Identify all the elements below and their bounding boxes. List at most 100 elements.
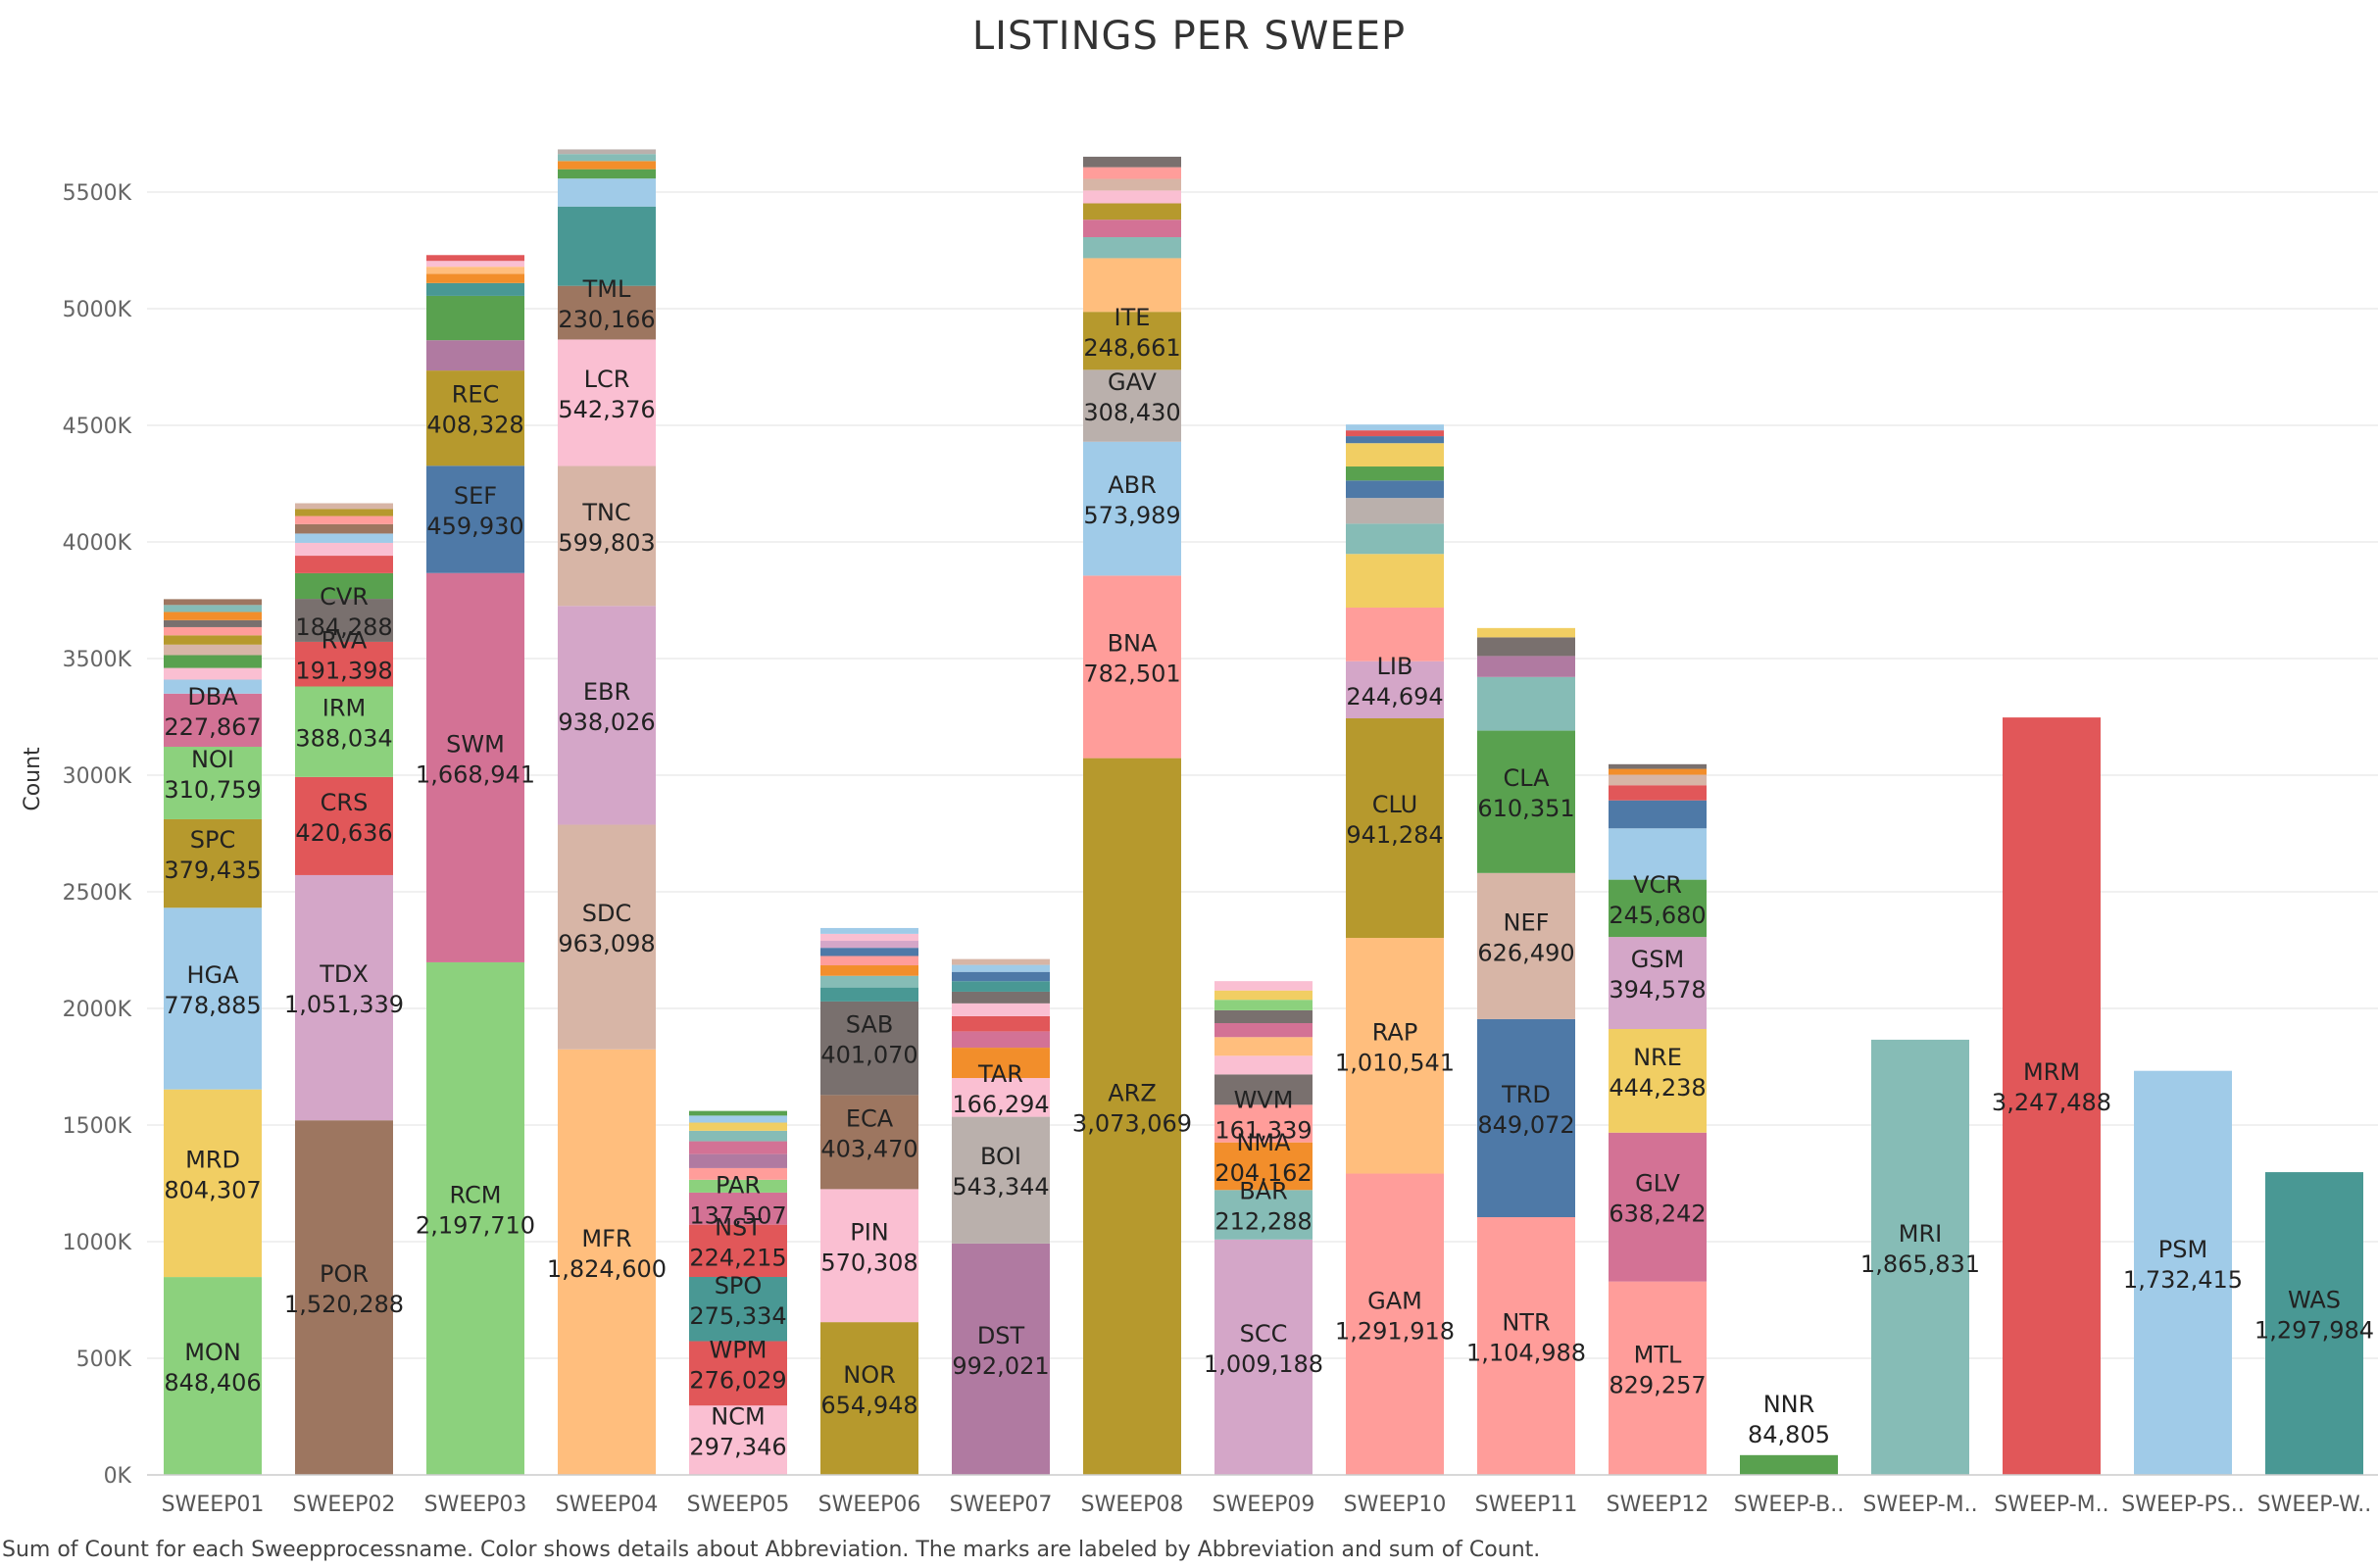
segment-value-label: 626,490 (1477, 939, 1574, 966)
segment-label: POR (320, 1260, 369, 1288)
y-tick-label: 5000K (63, 298, 132, 322)
bar-segment (689, 1192, 787, 1225)
bar-segment (1346, 523, 1444, 555)
bar-segment (1214, 1037, 1313, 1056)
bar-segment (558, 285, 656, 340)
segment-value-label: 245,680 (1609, 902, 1706, 929)
bar-segment (689, 1341, 787, 1406)
segment-value-label: 1,104,988 (1466, 1340, 1586, 1367)
bar-segment (426, 261, 524, 268)
bar-segment (295, 542, 393, 557)
bar-segment (1346, 436, 1444, 444)
bar-segment (164, 818, 262, 908)
bar-segment (426, 572, 524, 962)
bar-segment (295, 686, 393, 777)
segment-label: RVA (322, 627, 368, 655)
segment-value-label: 204,162 (1214, 1159, 1312, 1187)
bar-segment (1871, 1039, 1969, 1475)
x-tick-label: SWEEP10 (1344, 1493, 1447, 1517)
bar-segment (689, 1167, 787, 1180)
y-tick-label: 3000K (63, 764, 132, 789)
segment-value-label: 184,288 (295, 613, 392, 641)
segment-label: SPO (715, 1272, 763, 1299)
segment-label: GSM (1631, 946, 1685, 973)
bar-segment (164, 667, 262, 680)
segment-value-label: 992,021 (952, 1352, 1049, 1380)
segment-label: RAP (1372, 1018, 1418, 1046)
bar-segment (689, 1110, 787, 1116)
segment-label: TAR (977, 1060, 1023, 1088)
bar-segment (1083, 203, 1181, 220)
segment-label: WPM (710, 1336, 768, 1363)
bar-segment (1477, 1018, 1575, 1218)
segment-label: TDX (319, 960, 369, 988)
bar-segment (558, 339, 656, 466)
bar-segment (164, 1277, 262, 1475)
bar-segment (558, 149, 656, 155)
segment-label: DBA (187, 683, 238, 710)
segment-label: BOI (980, 1143, 1021, 1170)
bar-segment (426, 961, 524, 1475)
segment-value-label: 804,307 (164, 1176, 261, 1203)
segment-label: ITE (1115, 304, 1151, 331)
bar-segment (164, 605, 262, 612)
bar-segment (426, 273, 524, 283)
bar-segment (1609, 763, 1707, 769)
bar-segment (1214, 1022, 1313, 1038)
bar-segment (1214, 981, 1313, 991)
segment-label: REC (452, 381, 500, 409)
bar-segment (1083, 369, 1181, 442)
x-tick-label: SWEEP09 (1213, 1493, 1315, 1517)
segment-value-label: 394,578 (1609, 976, 1706, 1004)
bar-segment (952, 1048, 1050, 1079)
bar-segment (820, 1189, 918, 1323)
segment-label: CLA (1503, 764, 1550, 792)
segment-label: BNA (1108, 629, 1158, 657)
bar-segment (164, 612, 262, 620)
segment-label: NOR (843, 1361, 896, 1389)
segment-label: ECA (846, 1104, 894, 1132)
segment-label: SDC (582, 900, 631, 927)
segment-value-label: 379,435 (164, 857, 261, 884)
bar-segment (1346, 717, 1444, 939)
x-tick-label: SWEEP-M.. (1862, 1493, 1977, 1517)
segment-label: NCM (711, 1403, 765, 1431)
bar-segment (689, 1277, 787, 1342)
segment-value-label: 782,501 (1083, 660, 1180, 687)
segment-label: NNR (1763, 1391, 1815, 1418)
segment-label: GAV (1108, 368, 1157, 396)
segment-value-label: 1,865,831 (1860, 1250, 1980, 1278)
bar-segment (1214, 990, 1313, 1001)
bar-segment (426, 255, 524, 262)
segment-value-label: 1,824,600 (547, 1255, 667, 1283)
bar-segment (558, 154, 656, 162)
bar-segment (558, 178, 656, 207)
bar-segment (2003, 717, 2101, 1475)
bar-segment (1609, 1029, 1707, 1133)
bar-segment (426, 295, 524, 341)
segment-value-label: 963,098 (558, 930, 655, 957)
segment-label: NRE (1633, 1044, 1682, 1071)
bar-segment (1083, 441, 1181, 576)
bar-segment (1609, 800, 1707, 829)
bar-segment (1214, 1074, 1313, 1105)
segment-label: LIB (1377, 653, 1413, 680)
bar-segment (1477, 872, 1575, 1019)
segment-label: HGA (186, 961, 239, 989)
bar-segment (1083, 575, 1181, 759)
segment-value-label: 166,294 (952, 1091, 1049, 1118)
segment-value-label: 230,166 (558, 306, 655, 333)
x-tick-label: SWEEP-M.. (1994, 1493, 2108, 1517)
bar-segment (164, 619, 262, 627)
bar-segment (1083, 190, 1181, 204)
bar-segment (1609, 768, 1707, 775)
x-tick-label: SWEEP06 (818, 1493, 921, 1517)
bar-segment (820, 1095, 918, 1190)
segment-label: NTR (1502, 1309, 1550, 1337)
bar-segment (1609, 879, 1707, 938)
bar-segment (689, 1122, 787, 1131)
segment-value-label: 161,339 (1214, 1116, 1312, 1144)
bar-segment (426, 466, 524, 573)
bar-segment (1083, 220, 1181, 238)
segment-value-label: 1,732,415 (2123, 1266, 2243, 1294)
